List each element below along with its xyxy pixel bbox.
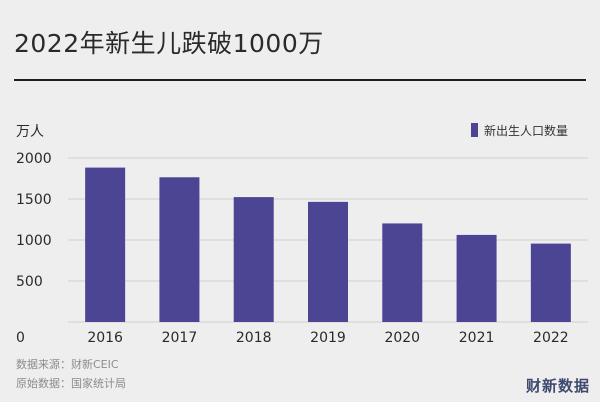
y-tick-label: 2000 (16, 151, 52, 167)
x-tick-label: 2018 (236, 330, 272, 346)
x-tick-label: 2022 (533, 330, 569, 346)
y-tick-label: 1000 (16, 233, 52, 249)
x-tick-label: 2021 (459, 330, 495, 346)
origin-note: 原始数据：国家统计局 (16, 376, 126, 390)
chart-title: 2022年新生儿跌破1000万 (14, 29, 324, 58)
bar-2019 (308, 201, 348, 322)
y-axis-ticks: 0 500 1000 1500 2000 (16, 151, 52, 346)
y-tick-label: 500 (16, 274, 43, 290)
bar-2021 (456, 234, 497, 322)
x-tick-label: 2019 (310, 330, 346, 346)
x-tick-label: 2017 (162, 330, 198, 346)
legend-label: 新出生人口数量 (484, 123, 568, 138)
bar-2022 (530, 243, 571, 322)
legend-swatch (471, 123, 478, 137)
bar-2016 (85, 167, 126, 322)
bar-2018 (233, 197, 274, 322)
x-tick-label: 2020 (384, 330, 420, 346)
x-tick-label: 2016 (87, 330, 123, 346)
x-axis-ticks: 2016 2017 2018 2019 2020 2021 2022 (87, 330, 568, 346)
brand-logo: 财新数据 (525, 377, 590, 395)
bars (85, 167, 571, 322)
y-tick-label: 1500 (16, 192, 52, 208)
y-tick-label: 0 (16, 330, 25, 346)
y-axis-unit-label: 万人 (16, 124, 44, 140)
bar-2017 (159, 177, 200, 322)
bar-2020 (382, 223, 423, 322)
title-divider (14, 79, 586, 81)
legend: 新出生人口数量 (471, 123, 568, 138)
source-note: 数据来源：财新CEIC (16, 357, 119, 371)
